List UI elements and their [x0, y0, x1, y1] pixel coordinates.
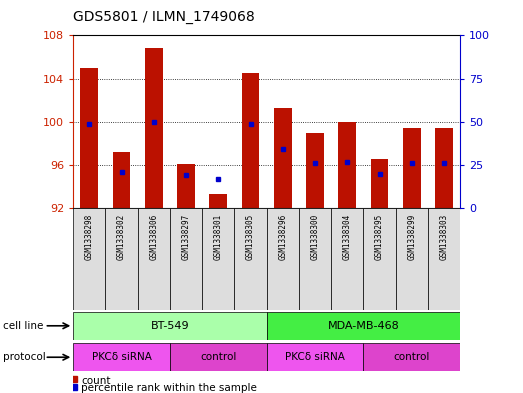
Bar: [81, 68, 98, 208]
Text: PKCδ siRNA: PKCδ siRNA: [285, 352, 345, 362]
Bar: [170, 343, 267, 371]
Bar: [306, 133, 324, 208]
Bar: [428, 208, 460, 310]
Bar: [396, 208, 428, 310]
Text: GSM1338299: GSM1338299: [407, 213, 416, 260]
Text: GDS5801 / ILMN_1749068: GDS5801 / ILMN_1749068: [73, 9, 255, 24]
Text: protocol: protocol: [3, 352, 46, 362]
Text: GSM1338304: GSM1338304: [343, 213, 352, 260]
Bar: [210, 194, 227, 208]
Bar: [138, 208, 170, 310]
Bar: [234, 208, 267, 310]
Bar: [338, 122, 356, 208]
Text: GSM1338297: GSM1338297: [181, 213, 190, 260]
Text: count: count: [81, 376, 110, 386]
Text: GSM1338301: GSM1338301: [214, 213, 223, 260]
Text: percentile rank within the sample: percentile rank within the sample: [81, 383, 257, 393]
Bar: [242, 73, 259, 208]
Text: PKCδ siRNA: PKCδ siRNA: [92, 352, 152, 362]
Text: MDA-MB-468: MDA-MB-468: [327, 321, 400, 331]
Bar: [435, 128, 453, 208]
Bar: [363, 343, 460, 371]
Text: BT-549: BT-549: [151, 321, 189, 331]
Bar: [145, 48, 163, 208]
Bar: [202, 208, 234, 310]
Text: GSM1338306: GSM1338306: [150, 213, 158, 260]
Text: control: control: [394, 352, 430, 362]
Bar: [267, 312, 460, 340]
Text: cell line: cell line: [3, 321, 43, 331]
Bar: [267, 343, 363, 371]
Text: GSM1338295: GSM1338295: [375, 213, 384, 260]
Text: GSM1338300: GSM1338300: [311, 213, 320, 260]
Bar: [403, 128, 420, 208]
Bar: [363, 208, 396, 310]
Bar: [274, 108, 292, 208]
Text: GSM1338296: GSM1338296: [278, 213, 287, 260]
Text: GSM1338302: GSM1338302: [117, 213, 126, 260]
Bar: [177, 164, 195, 208]
Bar: [73, 208, 106, 310]
Bar: [331, 208, 363, 310]
Bar: [170, 208, 202, 310]
Text: control: control: [200, 352, 236, 362]
Text: GSM1338298: GSM1338298: [85, 213, 94, 260]
Text: GSM1338303: GSM1338303: [440, 213, 449, 260]
Bar: [73, 343, 170, 371]
Bar: [73, 312, 267, 340]
Bar: [106, 208, 138, 310]
Bar: [267, 208, 299, 310]
Bar: [371, 159, 389, 208]
Text: GSM1338305: GSM1338305: [246, 213, 255, 260]
Bar: [299, 208, 331, 310]
Bar: [113, 152, 130, 208]
